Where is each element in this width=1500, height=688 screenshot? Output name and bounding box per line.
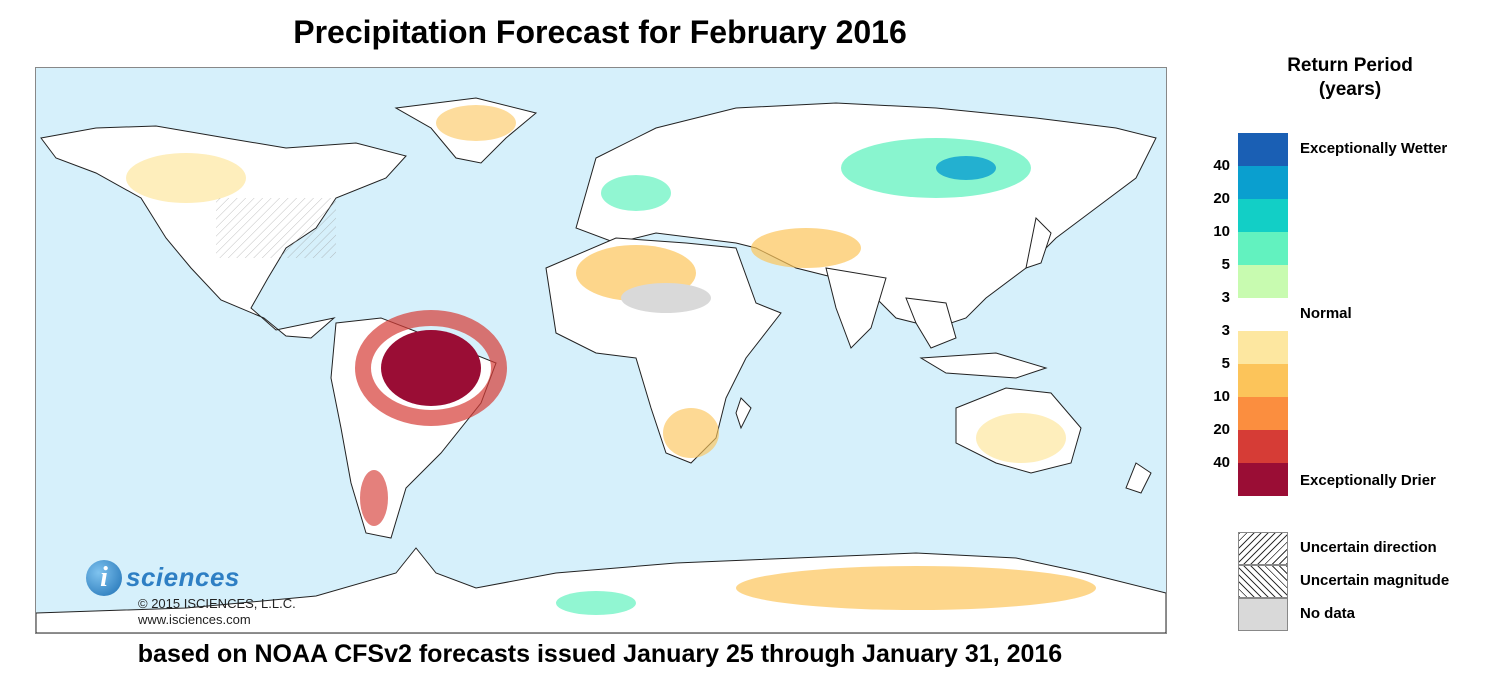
patagonia-dry [360,470,388,526]
legend-color-segment-6 [1238,331,1288,364]
brazil-dry-ring [355,310,507,426]
siberia-core-wet [936,156,996,180]
legend-label-drier: Exceptionally Drier [1300,472,1436,489]
legend-tick-0: 40 [1213,157,1230,174]
hatched-uncertainty [216,198,336,258]
legend-label-no-data: No data [1300,605,1356,622]
legend-label-uncertain-direction: Uncertain direction [1300,539,1437,556]
legend-label-wetter: Exceptionally Wetter [1300,140,1448,157]
world-precipitation-map: i sciences © 2015 ISCIENCES, L.L.C. www.… [35,67,1167,634]
africa-no-data [621,283,711,313]
website-link[interactable]: www.isciences.com [138,612,251,627]
legend-color-segment-10 [1238,463,1288,496]
legend-title-line2: (years) [1318,79,1382,100]
europe-wet [601,175,671,211]
legend-color-segment-3 [1238,232,1288,265]
legend-title-line1: Return Period [1287,55,1413,76]
legend-color-segment-5 [1238,298,1288,331]
logo-i-icon: i [86,560,122,596]
legend-colorbar [1238,133,1288,496]
legend-swatch-uncertain-direction [1238,532,1288,565]
logo-wordmark: sciences [126,562,240,592]
legend-tick-7: 10 [1213,388,1230,405]
southern-africa-dry [663,408,719,458]
greenland-dry [436,105,516,141]
legend-tick-9: 40 [1213,454,1230,471]
middle-east-dry [751,228,861,268]
madagascar [735,397,752,430]
legend-tick-8: 20 [1213,421,1230,438]
legend-tick-6: 5 [1221,355,1230,372]
legend-tick-4: 3 [1221,289,1230,306]
amazon-dry-anomaly [381,330,481,406]
legend-color-segment-4 [1238,265,1288,298]
map-title: Precipitation Forecast for February 2016 [293,14,907,50]
legend-color-segment-2 [1238,199,1288,232]
legend-color-segment-1 [1238,166,1288,199]
legend-color-segment-8 [1238,397,1288,430]
indochina [905,297,957,349]
legend-color-segment-9 [1238,430,1288,463]
map-subtitle: based on NOAA CFSv2 forecasts issued Jan… [137,640,1063,668]
west-antarctica-wet [556,591,636,615]
legend-title: Return Period (years) [1255,54,1445,102]
legend-color-segment-7 [1238,364,1288,397]
legend-tick-5: 3 [1221,322,1230,339]
east-antarctica-dry [736,566,1096,610]
legend-tick-3: 5 [1221,256,1230,273]
copyright-text: © 2015 ISCIENCES, L.L.C. [138,596,296,611]
indonesia [919,352,1048,379]
australia-dry [976,413,1066,463]
japan [1025,216,1052,269]
legend-label-normal: Normal [1300,305,1352,322]
legend-swatch-uncertain-magnitude [1238,565,1288,598]
new-zealand [1125,462,1152,494]
map-canvas [36,68,1166,633]
legend-tick-1: 20 [1213,190,1230,207]
north-america-dry [126,153,246,203]
legend-label-uncertain-magnitude: Uncertain magnitude [1300,572,1450,589]
legend-tick-2: 10 [1213,223,1230,240]
legend-swatch-no-data [1238,598,1288,631]
india [825,267,887,349]
legend-color-segment-0 [1238,133,1288,166]
